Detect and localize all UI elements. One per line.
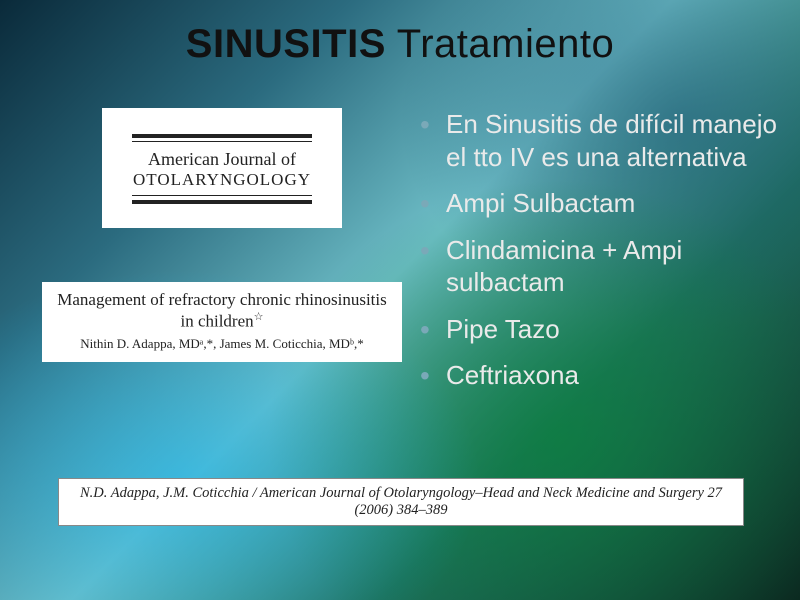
paper-title-text: Management of refractory chronic rhinosi…	[57, 290, 387, 331]
rule-icon	[132, 134, 312, 138]
list-item: Ampi Sulbactam	[420, 187, 780, 220]
star-icon: ☆	[254, 311, 264, 323]
title-bold: SINUSITIS	[186, 22, 386, 66]
rule-icon	[132, 195, 312, 196]
title-light: Tratamiento	[397, 22, 614, 66]
journal-logo-box: American Journal of OTOLARYNGOLOGY	[102, 108, 342, 228]
paper-authors: Nithin D. Adappa, MDᵃ,*, James M. Coticc…	[52, 336, 392, 352]
citation-bar: N.D. Adappa, J.M. Coticchia / American J…	[58, 478, 744, 526]
paper-title-box: Management of refractory chronic rhinosi…	[42, 282, 402, 362]
paper-title: Management of refractory chronic rhinosi…	[52, 290, 392, 332]
list-item: En Sinusitis de difícil manejo el tto IV…	[420, 108, 780, 173]
slide-title: SINUSITIS Tratamiento	[0, 22, 800, 67]
list-item: Pipe Tazo	[420, 313, 780, 346]
rule-icon	[132, 200, 312, 204]
journal-line1: American Journal of	[148, 149, 296, 170]
list-item: Ceftriaxona	[420, 359, 780, 392]
rule-icon	[132, 141, 312, 142]
journal-line2: OTOLARYNGOLOGY	[133, 170, 311, 190]
list-item: Clindamicina + Ampi sulbactam	[420, 234, 780, 299]
bullet-list: En Sinusitis de difícil manejo el tto IV…	[420, 108, 780, 406]
